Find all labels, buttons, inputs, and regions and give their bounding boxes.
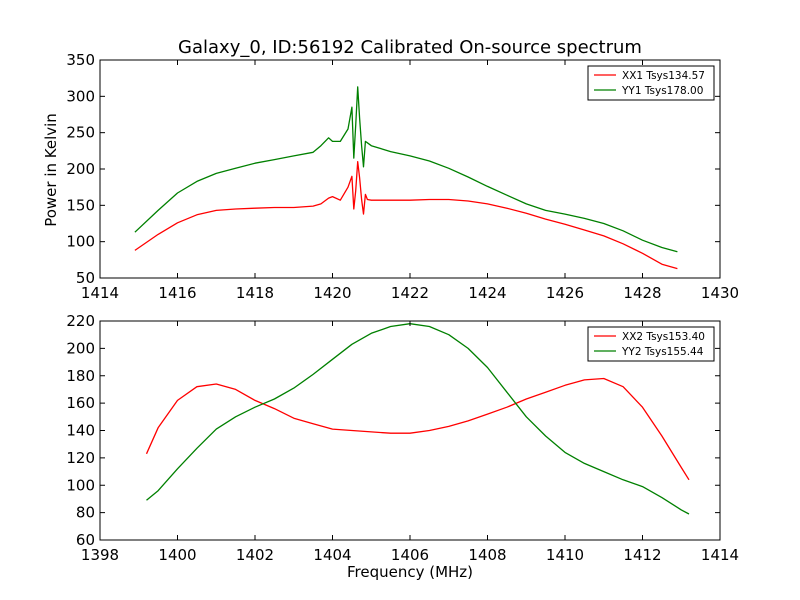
y-tick-label: 220 [66,312,95,330]
y-tick-label: 180 [66,367,95,385]
x-tick-label: 1422 [391,284,429,302]
series-line-xx2 [145,377,690,481]
y-tick-label: 50 [76,269,95,287]
y-tick-label: 200 [66,160,95,178]
legend: XX1 Tsys134.57 YY1 Tsys178.00 [587,65,715,101]
bottom-xlabel: Frequency (MHz) [347,563,473,581]
x-tick-label: 1406 [391,546,429,564]
series-line-yy2 [146,323,690,515]
legend-box [587,326,715,362]
x-tick-label: 1418 [236,284,274,302]
x-tick-label: 1424 [468,284,506,302]
x-tick-label: 1412 [623,546,661,564]
legend: XX2 Tsys153.40 YY2 Tsys155.44 [587,326,715,362]
x-tick-label: 1400 [158,546,196,564]
legend-label: XX1 Tsys134.57 [622,70,705,82]
y-tick-label: 300 [66,87,95,105]
x-tick-label: 1414 [81,284,119,302]
y-tick-label: 100 [66,233,95,251]
y-tick-label: 150 [66,196,95,214]
series-line-xx1 [134,161,678,270]
chart-title: Galaxy_0, ID:56192 Calibrated On-source … [178,37,642,58]
y-tick-label: 120 [66,449,95,467]
x-tick-label: 1414 [701,546,739,564]
x-tick-label: 1410 [546,546,584,564]
top-panel: 1414 1416 1418 1420 1422 1424 1426 1428 1430 50 10… [66,51,739,302]
x-tick-label: 1408 [468,546,506,564]
y-tick-label: 140 [66,422,95,440]
bottom-panel: 1398 1400 1402 1404 1406 1408 1410 1412 1414 60 80… [66,312,739,564]
x-tick-label: 1404 [313,546,351,564]
y-tick-label: 60 [76,531,95,549]
y-tick-label: 160 [66,394,95,412]
legend-label: XX2 Tsys153.40 [622,331,705,343]
y-tick-label: 350 [66,51,95,69]
x-tick-label: 1398 [81,546,119,564]
legend-label: YY1 Tsys178.00 [621,85,703,97]
top-ylabel: Power in Kelvin [42,113,60,227]
legend-box [587,65,715,101]
y-tick-label: 80 [76,504,95,522]
x-tick-label: 1426 [546,284,584,302]
legend-label: YY2 Tsys155.44 [621,346,704,358]
x-tick-label: 1420 [313,284,351,302]
x-tick-label: 1402 [236,546,274,564]
y-tick-label: 200 [66,339,95,357]
x-tick-label: 1430 [701,284,739,302]
x-tick-label: 1428 [623,284,661,302]
y-tick-label: 250 [66,124,95,142]
x-tick-label: 1416 [158,284,196,302]
y-tick-label: 100 [66,476,95,494]
series-line-yy1 [134,86,678,253]
